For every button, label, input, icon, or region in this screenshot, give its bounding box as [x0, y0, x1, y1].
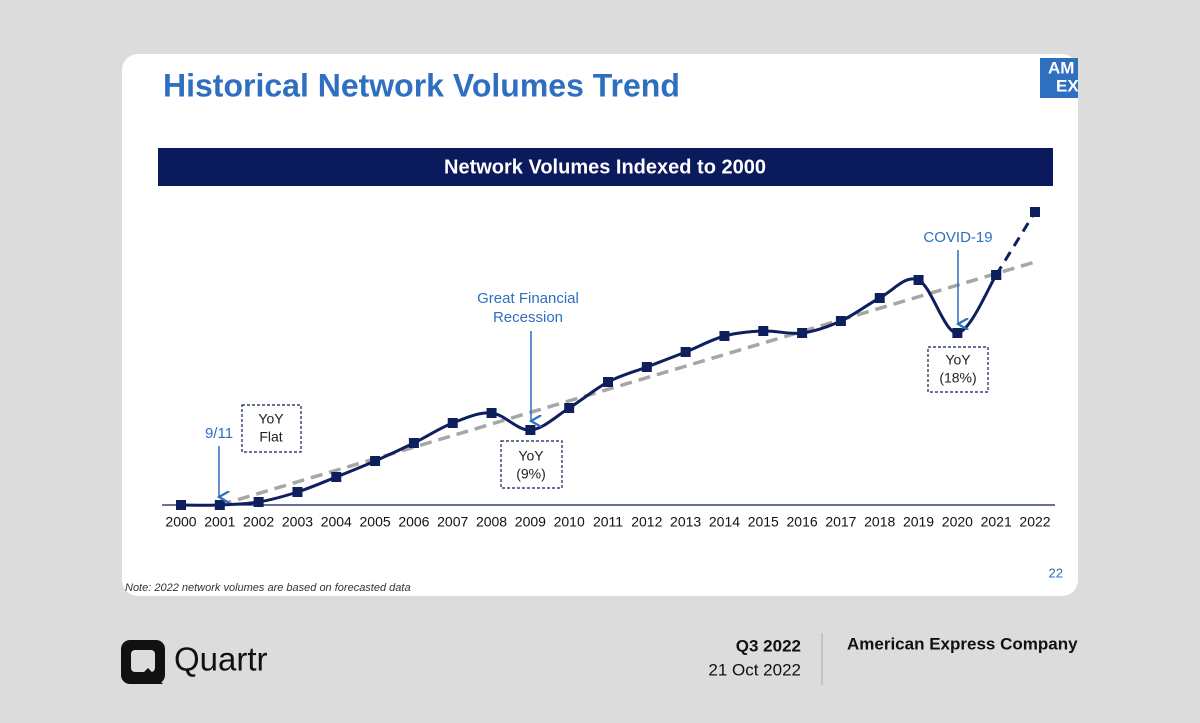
logo [1040, 58, 1078, 98]
x-tick-label: 2004 [321, 514, 352, 530]
x-tick-label: 2000 [165, 514, 196, 530]
point [797, 328, 808, 338]
point [253, 497, 264, 507]
point [991, 270, 1002, 280]
point [486, 408, 497, 418]
quarter: Q3 2022 [736, 636, 801, 655]
annotation-box [927, 346, 989, 393]
annotation: Flat [259, 429, 282, 445]
point [680, 347, 691, 357]
annotation: Great Financial [477, 290, 579, 307]
annotation: (9%) [516, 466, 546, 482]
point [292, 487, 303, 497]
point [835, 316, 846, 326]
date: 21 Oct 2022 [708, 660, 801, 679]
x-tick-label: 2005 [360, 514, 391, 530]
annotation-box [500, 440, 563, 489]
x-tick-label: 2019 [903, 514, 934, 530]
plot: 2000 2001 2002 2003 2004 2005 2006 2007 2008 2009… [165, 207, 1051, 530]
x-tick-label: 2013 [670, 514, 701, 530]
line-series [219, 260, 1036, 507]
point [176, 500, 186, 510]
x-tick-label: 2022 [1019, 514, 1050, 530]
x-tick-label: 2007 [437, 514, 468, 530]
annotation: YoY [945, 352, 971, 368]
point [447, 418, 458, 428]
point [564, 403, 575, 413]
x-tick-label: 2012 [631, 514, 662, 530]
x-tick-label: 2014 [709, 514, 740, 530]
line-series [180, 274, 998, 507]
x-tick-label: 2011 [593, 514, 623, 530]
point [408, 438, 419, 448]
x-tick-label: 2015 [748, 514, 779, 530]
logo-text: EX [1056, 76, 1079, 95]
x-tick-label: 2010 [554, 514, 585, 530]
x-tick-label: 2003 [282, 514, 313, 530]
point [1030, 207, 1040, 217]
x-tick-label: 2006 [398, 514, 429, 530]
note: Note: 2022 network volumes are based on … [125, 582, 411, 594]
x-tick-label: 2021 [981, 514, 1012, 530]
point [370, 456, 381, 466]
chart-banner [158, 148, 1053, 186]
slide-card [122, 54, 1078, 596]
brand: Quartr [174, 641, 268, 678]
company: American Express Company [847, 634, 1078, 653]
annotation-box [241, 404, 302, 453]
point [214, 500, 225, 510]
x-tick-label: 2001 [204, 514, 235, 530]
point [603, 377, 613, 387]
x-tick-label: 2009 [515, 514, 546, 530]
annotation: (18%) [939, 370, 976, 386]
x-tick-label: 2020 [942, 514, 973, 530]
point [719, 331, 730, 341]
chart-title: Network Volumes Indexed to 2000 [444, 156, 766, 178]
point [525, 425, 536, 435]
annotation: 9/11 [205, 425, 233, 442]
x-tick-label: 2002 [243, 514, 274, 530]
annotation: COVID-19 [923, 229, 992, 246]
slide-title: Historical Network Volumes Trend [163, 67, 680, 103]
annotation: YoY [258, 411, 284, 427]
annotation: YoY [518, 448, 544, 464]
x-tick-label: 2016 [787, 514, 818, 530]
x-tick-label: 2018 [864, 514, 895, 530]
point [331, 472, 342, 482]
point [641, 362, 652, 372]
point [913, 275, 924, 285]
x-tick-label: 2008 [476, 514, 507, 530]
logo-text: AM [1048, 58, 1074, 77]
quartr-logo [121, 640, 165, 684]
point [952, 328, 963, 338]
page-number: 22 [1049, 565, 1063, 580]
x-tick-label: 2017 [825, 514, 856, 530]
point [758, 326, 769, 336]
annotation: Recession [493, 309, 563, 326]
point [874, 293, 885, 303]
